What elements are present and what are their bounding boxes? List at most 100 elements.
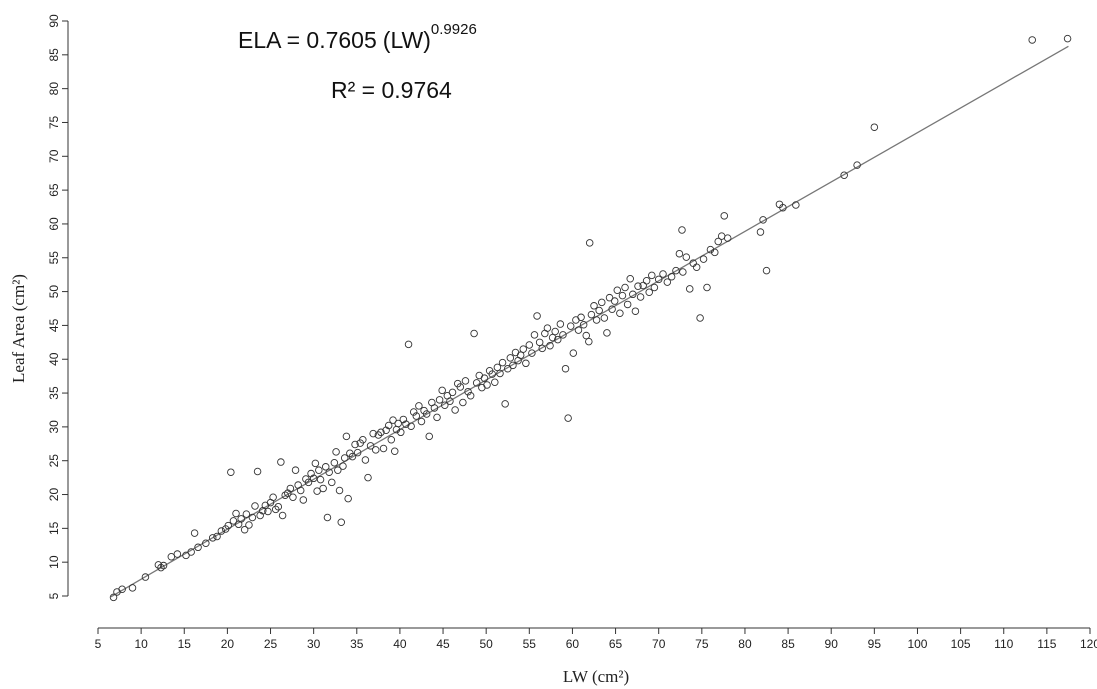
data-point xyxy=(756,228,765,236)
data-point xyxy=(491,378,499,386)
data-point xyxy=(364,473,372,482)
data-point xyxy=(516,351,525,359)
x-tick-label: 30 xyxy=(307,637,321,651)
data-point xyxy=(608,305,616,313)
data-point xyxy=(626,274,634,283)
data-point xyxy=(351,440,359,449)
data-point xyxy=(654,275,663,284)
x-tick-label: 105 xyxy=(951,637,971,651)
x-tick-label: 40 xyxy=(393,637,407,651)
data-point xyxy=(264,507,272,516)
data-point xyxy=(659,270,667,278)
data-point xyxy=(714,237,722,246)
data-point xyxy=(645,288,653,297)
r-squared-label: R² = 0.9764 xyxy=(331,77,452,103)
data-point xyxy=(598,298,606,307)
data-point xyxy=(561,364,570,373)
data-point xyxy=(359,435,367,444)
data-point xyxy=(330,458,339,467)
data-point xyxy=(291,466,300,474)
data-point xyxy=(1028,36,1036,44)
data-point xyxy=(667,272,676,281)
data-point xyxy=(435,396,444,404)
y-tick-label: 60 xyxy=(47,217,61,231)
data-point xyxy=(451,406,459,414)
data-point xyxy=(430,404,439,412)
data-point xyxy=(493,363,502,372)
svg-text:ELA = 0.7605(LW)0.9926: ELA = 0.7605 (LW)0.9926 xyxy=(238,21,477,53)
data-point xyxy=(217,527,226,535)
data-point xyxy=(448,388,457,397)
data-point xyxy=(610,297,619,305)
data-point xyxy=(313,487,321,495)
y-tick-label: 40 xyxy=(47,352,61,366)
data-point xyxy=(167,553,176,561)
data-point xyxy=(438,386,446,395)
data-point xyxy=(648,271,656,280)
fit-line xyxy=(110,45,1069,598)
data-point xyxy=(340,454,349,462)
data-point xyxy=(592,316,601,324)
data-point xyxy=(554,335,562,344)
data-point xyxy=(342,432,351,441)
data-point xyxy=(425,432,433,441)
data-point xyxy=(678,226,686,234)
data-point xyxy=(480,374,489,382)
data-point xyxy=(311,459,320,468)
y-tick-label: 5 xyxy=(47,592,61,599)
data-point xyxy=(585,337,593,346)
data-point xyxy=(870,123,879,131)
data-point xyxy=(441,401,449,409)
x-tick-label: 10 xyxy=(134,637,148,651)
data-point xyxy=(394,419,402,428)
data-point xyxy=(256,511,264,520)
data-point xyxy=(528,349,536,357)
data-point xyxy=(459,398,467,407)
data-point xyxy=(407,422,415,430)
x-tick-label: 5 xyxy=(95,637,102,651)
y-tick-label: 65 xyxy=(47,183,61,197)
data-point xyxy=(366,442,375,450)
data-point xyxy=(224,521,232,530)
data-point xyxy=(374,431,383,439)
data-point xyxy=(488,370,496,378)
x-tick-label: 55 xyxy=(523,637,537,651)
data-point xyxy=(579,320,588,329)
data-point xyxy=(307,469,315,478)
data-point xyxy=(509,361,517,370)
data-point xyxy=(577,313,585,322)
data-point xyxy=(631,307,640,315)
data-point xyxy=(642,277,651,285)
equation-exponent: 0.9926 xyxy=(431,21,477,38)
data-point xyxy=(281,491,289,499)
data-point xyxy=(556,320,565,328)
data-point xyxy=(530,331,539,339)
data-point xyxy=(422,410,431,418)
data-point xyxy=(759,216,767,224)
data-point xyxy=(315,466,323,474)
data-point xyxy=(616,309,624,317)
y-tick-label: 90 xyxy=(47,14,61,28)
data-point xyxy=(194,543,202,552)
data-point xyxy=(202,539,210,547)
data-point xyxy=(190,529,199,537)
data-point xyxy=(361,456,370,464)
data-point xyxy=(387,435,396,444)
x-tick-label: 115 xyxy=(1037,637,1056,651)
data-point xyxy=(240,525,249,534)
data-point xyxy=(389,416,397,424)
data-point xyxy=(154,561,163,569)
x-axis: 5 10 15 20 25 30 35 40 45 50 55 60 65 70 75 80 85 90 95 100… xyxy=(95,627,1097,651)
data-point xyxy=(496,369,504,378)
data-point xyxy=(623,300,632,309)
equation-base: (LW) xyxy=(383,27,431,53)
data-point xyxy=(470,329,478,338)
data-point xyxy=(699,255,708,263)
y-tick-label: 45 xyxy=(47,318,61,332)
data-point xyxy=(187,548,195,556)
data-point xyxy=(675,249,684,258)
data-point xyxy=(323,513,332,522)
data-point xyxy=(251,502,259,510)
data-point xyxy=(417,417,426,426)
